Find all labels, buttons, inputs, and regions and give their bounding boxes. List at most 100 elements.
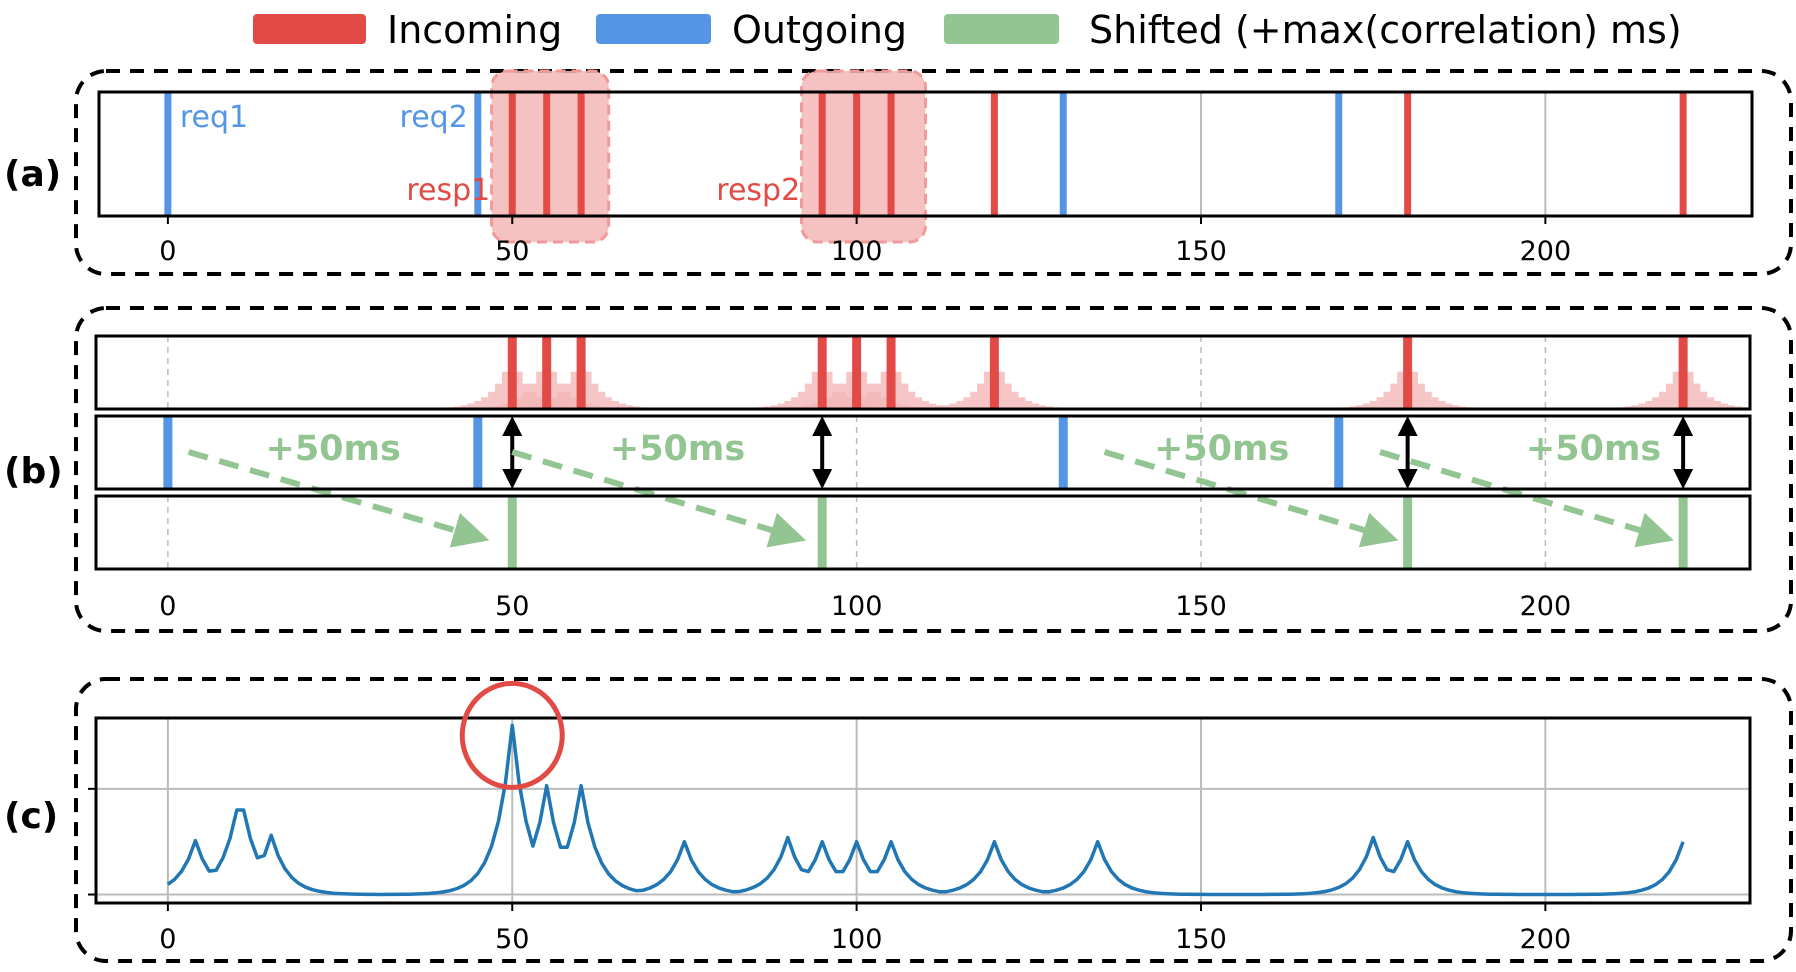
incoming-density-bar (460, 405, 468, 409)
incoming-density-bar (798, 391, 806, 409)
incoming-density-bar (618, 403, 626, 409)
incoming-density-bar (928, 403, 936, 409)
incoming-density-bar (1376, 397, 1384, 409)
panel-b-tick-label: 100 (831, 591, 883, 622)
panel-c-tick-label: 50 (495, 924, 529, 955)
incoming-density-bar (866, 391, 874, 409)
incoming-density-bar (839, 405, 847, 409)
legend-label-incoming: Incoming (387, 8, 562, 52)
incoming-density-bar (536, 371, 544, 409)
incoming-density-bar (1727, 405, 1735, 409)
incoming-density-bar (1417, 383, 1425, 409)
incoming-density-bar (550, 371, 558, 409)
incoming-density-bar (474, 400, 482, 409)
event-annotation-resp1: resp1 (406, 173, 490, 208)
panel-a-axes (97, 90, 1754, 218)
incoming-density-bar (1686, 371, 1694, 409)
incoming-density-bar (770, 405, 778, 409)
incoming-density-bar (1011, 391, 1019, 409)
incoming-density-bar (1652, 397, 1660, 409)
incoming-density-bar (1658, 391, 1666, 409)
incoming-density-bar (1004, 383, 1012, 409)
incoming-density-bar (1693, 383, 1701, 409)
incoming-density-bar (811, 403, 819, 409)
incoming-density-bar (1025, 400, 1033, 409)
incoming-density-bar (1362, 403, 1370, 409)
incoming-density-bar (825, 397, 833, 409)
incoming-density-bar (494, 405, 502, 409)
incoming-density-bar (522, 391, 530, 409)
incoming-density-bar (894, 371, 902, 409)
incoming-density-bar (501, 403, 509, 409)
incoming-density-bar (570, 371, 578, 409)
incoming-density-bar (1714, 400, 1722, 409)
incoming-density-bar (1707, 397, 1715, 409)
incoming-density-bar (880, 371, 888, 409)
incoming-density-bar (949, 403, 957, 409)
incoming-density-bar (922, 400, 929, 409)
incoming-density-bar (584, 371, 592, 409)
incoming-density-bar (536, 403, 544, 409)
incoming-density-bar (625, 405, 633, 409)
panel-c-frame (74, 677, 1793, 963)
event-annotation-req2: req2 (400, 100, 468, 135)
incoming-density-bar (846, 403, 854, 409)
incoming-density-bar (839, 383, 847, 409)
panel-b-axes-1 (94, 334, 1752, 411)
panel-b-frame (74, 306, 1793, 633)
incoming-density-bar (1032, 403, 1040, 409)
event-annotation-req1: req1 (180, 100, 248, 135)
incoming-density-bar (997, 371, 1005, 409)
panel-b-tick-label: 0 (159, 591, 176, 622)
incoming-density-bar (1424, 391, 1432, 409)
incoming-density-bar (1445, 403, 1453, 409)
incoming-density-bar (1390, 383, 1398, 409)
panel-c-tick-label: 150 (1175, 924, 1227, 955)
incoming-density-bar (1397, 371, 1405, 409)
panel-b-tick-label: 200 (1520, 591, 1572, 622)
incoming-density-bar (591, 383, 599, 409)
incoming-density-bar (529, 405, 537, 409)
incoming-density-bar (832, 391, 840, 409)
incoming-density-bar (467, 403, 475, 409)
incoming-density-bar (1355, 405, 1363, 409)
incoming-density-bar (804, 383, 812, 409)
incoming-density-bar (1018, 397, 1026, 409)
incoming-density-bar (825, 371, 833, 409)
incoming-density-bar (873, 383, 881, 409)
incoming-density-bar (942, 405, 950, 409)
panel-label-c: (c) (4, 796, 58, 837)
panel-c-tick-label: 100 (831, 924, 883, 955)
incoming-density-bar (515, 397, 523, 409)
legend: Incoming Outgoing Shifted (+max(correlat… (253, 8, 1682, 52)
correlation-curve (166, 723, 1685, 897)
incoming-density-bar (598, 391, 606, 409)
panel-a-tick-label: 0 (159, 236, 176, 267)
incoming-density-bar (1720, 403, 1728, 409)
shift-label: +50ms (266, 429, 401, 469)
legend-swatch-incoming (253, 14, 366, 44)
incoming-density-bar (791, 397, 799, 409)
panel-a-frame (74, 69, 1793, 276)
shift-label: +50ms (1154, 429, 1289, 469)
incoming-density-bar (860, 371, 868, 409)
incoming-density-bar (983, 371, 991, 409)
incoming-density-bar (1383, 391, 1391, 409)
incoming-density-bar (1039, 405, 1047, 409)
incoming-density-bar (956, 400, 964, 409)
event-annotation-resp2: resp2 (716, 173, 800, 208)
panel-label-a: (a) (4, 154, 61, 195)
incoming-density-bar (1431, 397, 1439, 409)
incoming-density-bar (515, 371, 523, 409)
incoming-density-bar (1631, 405, 1639, 409)
incoming-density-bar (501, 371, 509, 409)
incoming-density-bar (777, 403, 785, 409)
incoming-density-bar (550, 397, 558, 409)
panel-b-tick-label: 150 (1175, 591, 1227, 622)
panel-label-b: (b) (4, 451, 63, 492)
incoming-density-bar (1700, 391, 1708, 409)
incoming-density-bar (846, 371, 854, 409)
incoming-density-bar (1411, 371, 1419, 409)
shift-label: +50ms (610, 429, 745, 469)
